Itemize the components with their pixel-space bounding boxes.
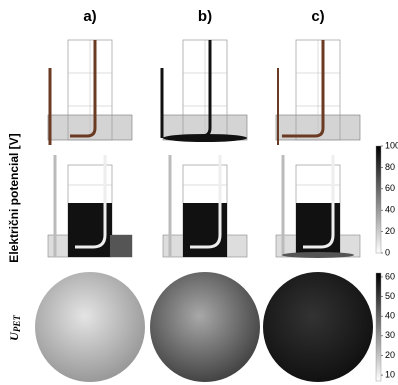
row-label-sub: PET <box>12 315 22 333</box>
colorbar <box>375 145 382 254</box>
beaker-render <box>275 39 361 145</box>
beaker-render <box>160 39 248 142</box>
colorbar-tick-label: 60 <box>385 183 395 193</box>
colorbar-tick-label: 60 <box>385 271 395 281</box>
colorbar-tick-label: 40 <box>385 311 395 321</box>
column-label: a) <box>83 8 96 25</box>
colorbar <box>375 272 382 382</box>
sphere-render <box>263 272 373 382</box>
beaker-render <box>46 153 134 259</box>
colorbar-tick-label: 30 <box>385 330 395 340</box>
colorbar-tick-label: 10 <box>385 369 395 379</box>
colorbar-tick-label: 0 <box>385 247 390 257</box>
colorbar-tick-label: 100 <box>385 140 398 150</box>
beaker-render <box>161 153 249 259</box>
row-label: UPET <box>7 315 22 341</box>
sphere-render <box>35 272 145 382</box>
column-label: c) <box>311 8 324 25</box>
colorbar-tick-label: 40 <box>385 205 395 215</box>
row-label: Električni potencial [V] <box>7 133 21 262</box>
colorbar-tick-label: 50 <box>385 291 395 301</box>
colorbar-tick-label: 20 <box>385 350 395 360</box>
beaker-render <box>47 39 133 145</box>
column-label: b) <box>198 8 212 25</box>
sphere-render <box>150 272 260 382</box>
colorbar-tick-label: 80 <box>385 162 395 172</box>
colorbar-tick-label: 20 <box>385 226 395 236</box>
row-label-main: U <box>7 331 21 341</box>
beaker-render <box>274 153 362 259</box>
